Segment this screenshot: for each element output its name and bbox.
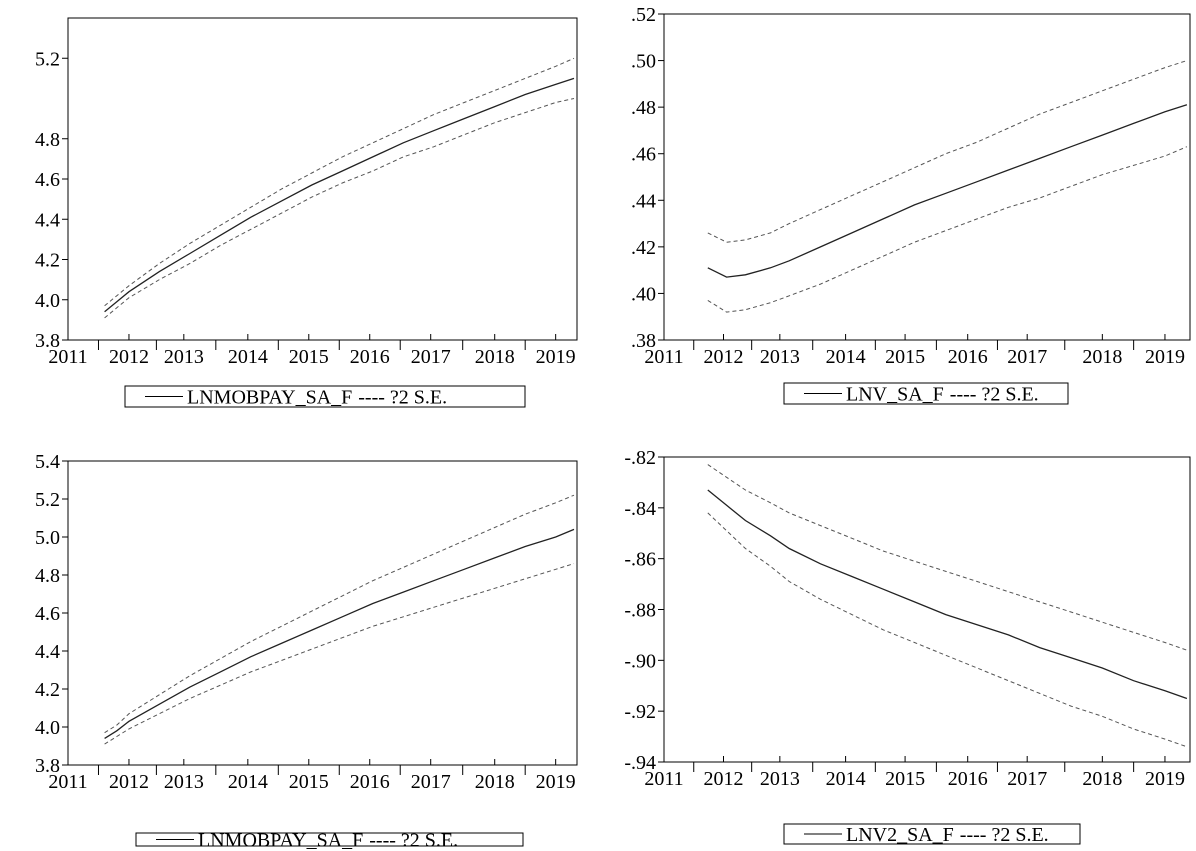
x-tick-label: 2018 [475,771,515,793]
y-tick-label: 4.0 [35,290,60,312]
x-tick-label: 2013 [760,346,800,368]
series-line-lower [105,99,574,318]
legend-series-label: LNV_SA_F [846,384,944,406]
x-tick-label: 2016 [948,346,988,368]
y-tick-label: 5.2 [35,489,60,511]
x-tick-label: 2017 [411,771,451,793]
y-tick-label: 5.2 [35,48,60,70]
y-tick-label: 5.0 [35,527,60,549]
series-line-upper [105,58,574,305]
x-tick-label: 2018 [475,346,515,368]
x-tick-label: 2015 [885,346,925,368]
legend-band-label: ---- ?2 S.E. [960,824,1049,846]
x-tick-label: 2017 [1007,346,1047,368]
series-line-upper [708,61,1187,243]
series-line-forecast [105,78,574,311]
x-tick-label: 2018 [1082,768,1122,790]
x-tick-label: 2012 [109,771,149,793]
x-tick-label: 2019 [536,346,576,368]
y-tick-label: .42 [631,237,656,259]
y-tick-label: .46 [631,144,656,166]
y-tick-label: .44 [631,190,656,212]
x-tick-label: 2018 [1082,346,1122,368]
x-tick-label: 2017 [1007,768,1047,790]
y-tick-label: .50 [631,51,656,73]
plot-frame [664,457,1190,762]
y-tick-label: 4.2 [35,250,60,272]
x-tick-label: 2011 [644,346,683,368]
x-tick-label: 2013 [164,771,204,793]
plot-frame [68,461,577,765]
x-tick-label: 2019 [1145,768,1185,790]
y-tick-label: 5.4 [35,451,60,473]
x-tick-label: 2019 [1145,346,1185,368]
x-tick-label: 2012 [703,768,743,790]
y-tick-label: .52 [631,4,656,26]
y-tick-label: .40 [631,283,656,305]
y-tick-label: .48 [631,97,656,119]
legend-series-label: LNMOBPAY_SA_F [198,830,363,851]
x-tick-label: 2015 [289,771,329,793]
x-tick-label: 2013 [164,346,204,368]
x-tick-label: 2011 [48,346,87,368]
x-tick-label: 2015 [885,768,925,790]
y-tick-label: -.90 [624,650,656,672]
legend-band-label: ---- ?2 S.E. [358,387,447,409]
x-tick-label: 2016 [350,346,390,368]
legend-band-label: ---- ?2 S.E. [950,384,1039,406]
x-tick-label: 2013 [760,768,800,790]
y-tick-label: -.82 [624,447,656,469]
series-line-upper [708,465,1187,651]
series-line-upper [105,495,574,733]
legend-series-label: LNV2_SA_F [846,824,954,846]
y-tick-label: 4.0 [35,717,60,739]
y-tick-label: 4.8 [35,129,60,151]
y-tick-label: -.84 [624,498,656,520]
x-tick-label: 2015 [289,346,329,368]
x-tick-label: 2012 [703,346,743,368]
x-tick-label: 2012 [109,346,149,368]
plot-frame [68,18,577,340]
x-tick-label: 2014 [228,346,268,368]
series-line-lower [105,564,574,745]
series-line-forecast [105,529,574,738]
y-tick-label: 4.6 [35,603,60,625]
series-line-forecast [708,105,1187,277]
x-tick-label: 2017 [411,346,451,368]
series-line-lower [708,147,1187,312]
y-tick-label: -.88 [624,600,656,622]
legend-series-label: LNMOBPAY_SA_F [187,387,352,409]
y-tick-label: 4.6 [35,169,60,191]
x-tick-label: 2011 [644,768,683,790]
y-tick-label: 4.8 [35,565,60,587]
legend-band-label: ---- ?2 S.E. [369,830,458,851]
y-tick-label: 4.4 [35,641,60,663]
x-tick-label: 2014 [228,771,268,793]
plot-frame [664,14,1190,340]
x-tick-label: 2016 [350,771,390,793]
y-tick-label: 4.4 [35,209,60,231]
x-tick-label: 2014 [826,346,866,368]
y-tick-label: -.92 [624,701,656,723]
y-tick-label: 4.2 [35,679,60,701]
x-tick-label: 2011 [48,771,87,793]
x-tick-label: 2016 [948,768,988,790]
x-tick-label: 2019 [536,771,576,793]
x-tick-label: 2014 [826,768,866,790]
series-line-forecast [708,490,1187,699]
series-line-lower [708,513,1187,747]
y-tick-label: -.86 [624,549,656,571]
